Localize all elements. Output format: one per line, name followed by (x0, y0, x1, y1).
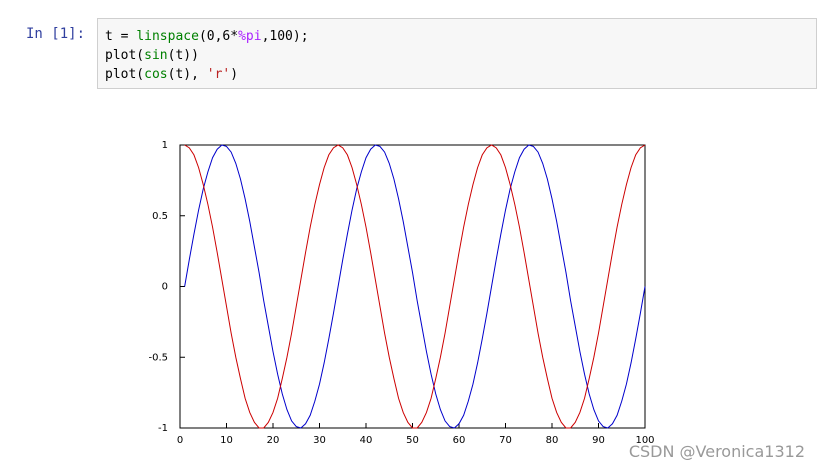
x-tick-label: 30 (313, 435, 326, 446)
x-tick-label: 70 (499, 435, 512, 446)
code-cell[interactable]: t = linspace(0,6*%pi,100); plot(sin(t)) … (97, 18, 817, 89)
x-tick-label: 20 (267, 435, 280, 446)
code-token: ,100); (261, 29, 309, 44)
x-tick-label: 90 (592, 435, 605, 446)
x-tick-label: 60 (453, 435, 466, 446)
input-prompt: In [1]: (26, 26, 86, 42)
code-token: plot( (105, 48, 145, 63)
code-token: (t), (167, 67, 207, 82)
x-tick-label: 10 (220, 435, 233, 446)
y-tick-label: -0.5 (148, 352, 168, 363)
code: t = linspace(0,6*%pi,100); plot(sin(t)) … (105, 27, 309, 84)
code-token: t = (105, 29, 137, 44)
code-token: ) (230, 67, 239, 82)
x-tick-label: 50 (406, 435, 419, 446)
watermark: CSDN @Veronica1312 (628, 442, 805, 461)
code-token: %pi (238, 29, 262, 44)
y-tick-label: 1 (162, 140, 168, 151)
y-tick-label: 0 (162, 282, 168, 293)
x-tick-label: 100 (635, 435, 654, 446)
code-token: (0,6* (198, 29, 239, 44)
y-tick-label: 0.5 (152, 211, 168, 222)
code-token: (t)) (167, 48, 199, 63)
code-token: sin (144, 48, 168, 63)
line-series (184, 144, 646, 429)
y-tick-label: -1 (158, 423, 168, 434)
code-token: 'r' (206, 67, 231, 82)
plot-frame (179, 144, 646, 429)
code-token: linspace (136, 29, 199, 44)
x-tick-label: 80 (546, 435, 559, 446)
code-token: cos (144, 67, 168, 82)
x-tick-label: 40 (360, 435, 373, 446)
line-series (184, 144, 646, 429)
x-tick-label: 0 (177, 435, 183, 446)
code-token: plot( (105, 67, 145, 82)
